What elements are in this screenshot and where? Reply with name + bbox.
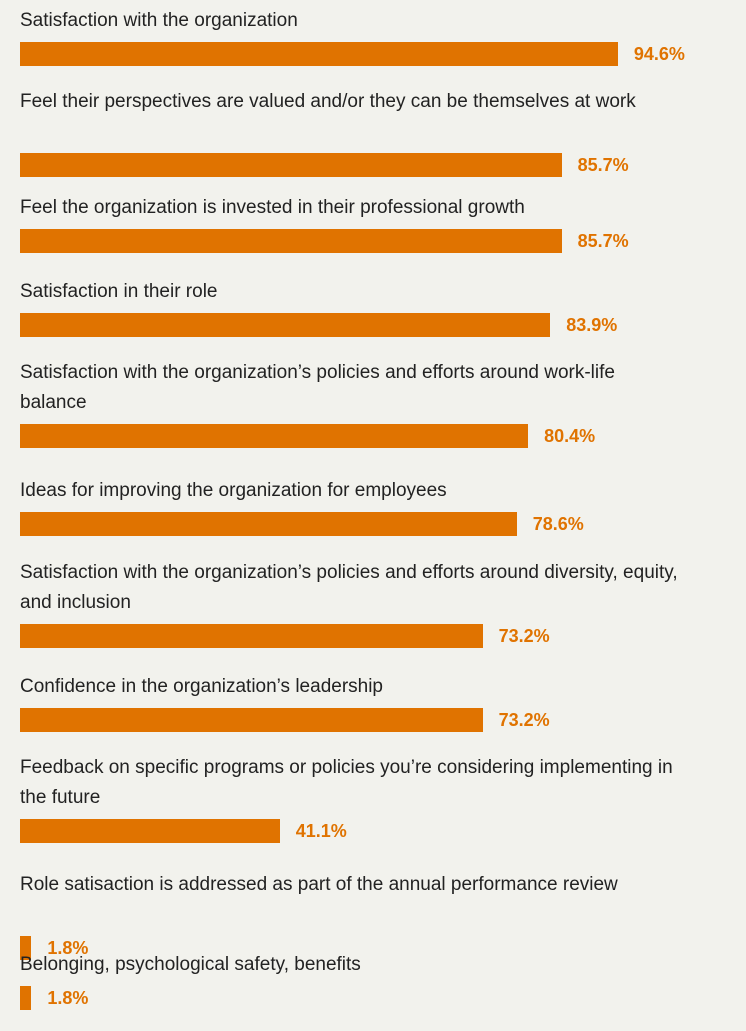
category-label: Confidence in the organization’s leaders… — [20, 676, 384, 697]
bar-row: 1.8% — [20, 986, 740, 1010]
value-label: 73.2% — [498, 626, 550, 646]
category-label: Belonging, psychological safety, benefit… — [20, 954, 361, 975]
bar-item: Feedback on specific programs or policie… — [20, 753, 740, 843]
bar-row: 94.6% — [20, 42, 740, 66]
bar — [20, 512, 517, 536]
bar — [20, 229, 562, 253]
value-label: 1.8% — [47, 938, 89, 958]
bar — [20, 313, 551, 337]
bar-row: 85.7% — [20, 153, 740, 177]
category-label: Satisfaction with the organization’s pol… — [20, 362, 615, 413]
bar-item: Satisfaction in their role 83.9% — [20, 277, 740, 337]
bar-row: 80.4% — [20, 424, 740, 448]
category-label: Feedback on specific programs or policie… — [20, 757, 673, 808]
bar-row: 73.2% — [20, 708, 740, 732]
value-label: 1.8% — [47, 988, 89, 1008]
bar — [20, 624, 483, 648]
bar-item: Ideas for improving the organization for… — [20, 476, 740, 536]
bar-item: Satisfaction with the organization’s pol… — [20, 558, 740, 648]
value-label: 78.6% — [532, 514, 584, 534]
value-label: 94.6% — [633, 44, 685, 64]
value-label: 80.4% — [544, 426, 596, 446]
value-label: 85.7% — [577, 155, 629, 175]
bar — [20, 936, 32, 960]
category-label: Feel the organization is invested in the… — [20, 197, 525, 218]
bar-row: 85.7% — [20, 229, 740, 253]
bar — [20, 986, 32, 1010]
value-label: 73.2% — [498, 710, 550, 730]
bar — [20, 819, 280, 843]
bar — [20, 153, 562, 177]
bar-row: 83.9% — [20, 313, 740, 337]
category-label: Role satisaction is addressed as part of… — [20, 874, 618, 895]
bar — [20, 424, 529, 448]
bar-item: Feel their perspectives are valued and/o… — [20, 87, 740, 177]
bar-row: 1.8% — [20, 936, 740, 960]
category-label: Satisfaction with the organization’s pol… — [20, 562, 678, 613]
category-label: Satisfaction with the organization — [20, 10, 298, 31]
category-label: Feel their perspectives are valued and/o… — [20, 91, 636, 112]
bar — [20, 708, 483, 732]
bar-item: Role satisaction is addressed as part of… — [20, 870, 740, 960]
value-label: 83.9% — [566, 315, 618, 335]
bar-item: Confidence in the organization’s leaders… — [20, 672, 740, 732]
bar-item: Feel the organization is invested in the… — [20, 193, 740, 253]
bar-row: 78.6% — [20, 512, 740, 536]
bar-row: 73.2% — [20, 624, 740, 648]
category-label: Ideas for improving the organization for… — [20, 480, 447, 501]
value-label: 41.1% — [295, 821, 347, 841]
bar-item: Belonging, psychological safety, benefit… — [20, 950, 740, 1010]
bar — [20, 42, 618, 66]
bar-item: Satisfaction with the organization’s pol… — [20, 358, 740, 448]
category-label: Satisfaction in their role — [20, 281, 218, 302]
bar-item: Satisfaction with the organization 94.6% — [20, 6, 740, 66]
bar-row: 41.1% — [20, 819, 740, 843]
value-label: 85.7% — [577, 231, 629, 251]
